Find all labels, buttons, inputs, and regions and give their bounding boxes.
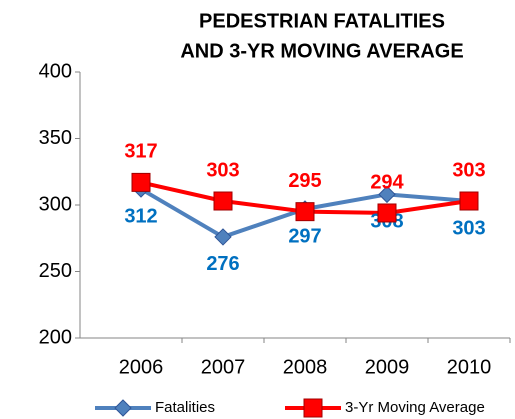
data-point (213, 191, 233, 211)
x-tick-label: 2007 (201, 356, 246, 378)
x-tick-label: 2006 (119, 356, 164, 378)
data-label: 276 (206, 253, 239, 275)
y-tick-label: 350 (39, 127, 72, 149)
data-label: 303 (206, 159, 239, 181)
y-tick-label: 200 (39, 326, 72, 348)
data-label: 294 (370, 171, 404, 193)
x-tick-label: 2008 (283, 356, 328, 378)
y-tick-label: 300 (39, 193, 72, 215)
x-tick-label: 2010 (447, 356, 492, 378)
data-label: 297 (288, 225, 321, 247)
data-label: 303 (452, 159, 485, 181)
legend-label: Fatalities (155, 399, 215, 416)
legend-marker (114, 399, 132, 417)
data-point (214, 228, 232, 246)
data-label: 295 (288, 170, 321, 192)
y-tick-label: 400 (39, 60, 72, 82)
data-point (295, 202, 315, 222)
data-label: 312 (124, 205, 157, 227)
data-label: 317 (124, 141, 157, 163)
chart-title: AND 3-YR MOVING AVERAGE (180, 40, 463, 62)
data-point (377, 203, 397, 223)
chart-title: PEDESTRIAN FATALITIES (199, 10, 445, 32)
y-tick-label: 250 (39, 260, 72, 282)
x-tick-label: 2009 (365, 356, 410, 378)
data-point (378, 185, 396, 204)
data-point (459, 191, 479, 211)
data-label: 303 (452, 217, 485, 239)
legend-marker (303, 398, 323, 418)
data-point (131, 172, 151, 192)
legend-label: 3-Yr Moving Average (345, 399, 485, 416)
